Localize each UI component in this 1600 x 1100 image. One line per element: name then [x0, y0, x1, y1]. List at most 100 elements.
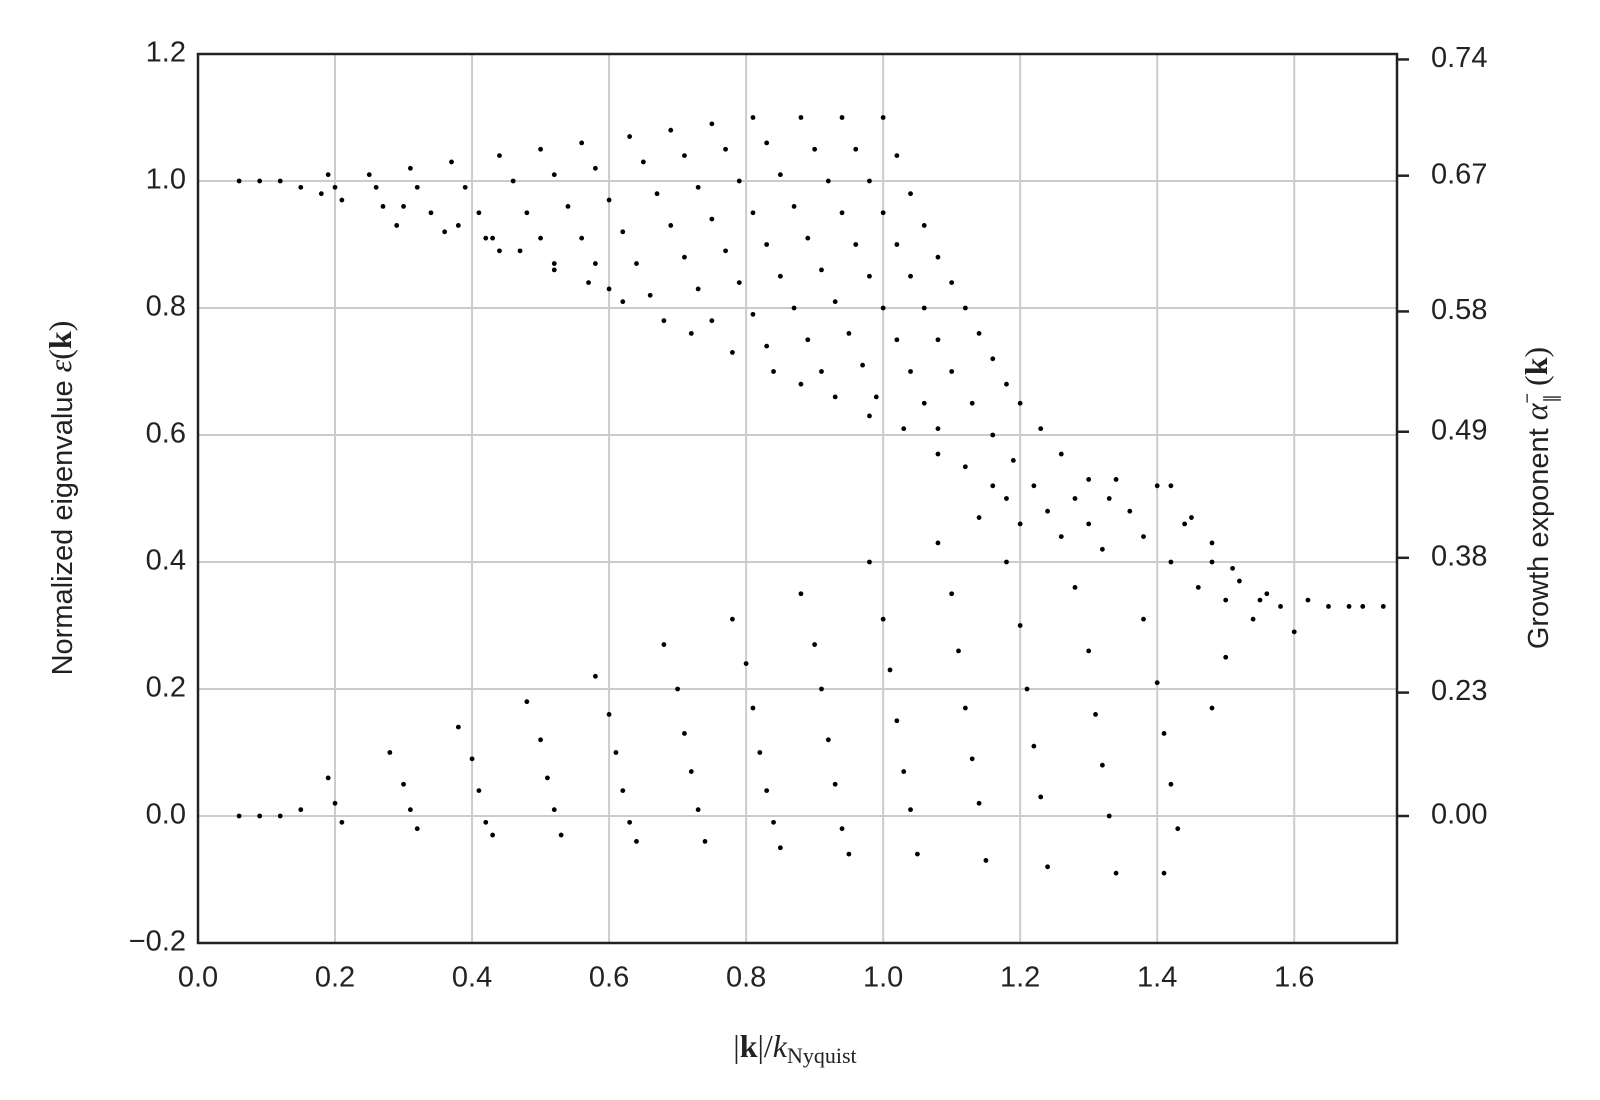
point: [661, 642, 667, 647]
point: [880, 305, 886, 311]
point: [1154, 483, 1160, 489]
y-tick-label: 0.0: [146, 799, 186, 831]
point: [702, 839, 708, 844]
y2-label-part: ∥: [1541, 394, 1561, 403]
y2-label-part: ): [1518, 347, 1554, 358]
point: [1257, 597, 1263, 603]
point: [318, 191, 324, 197]
point: [976, 331, 982, 336]
point: [736, 280, 742, 285]
point: [839, 826, 845, 832]
point: [962, 705, 968, 711]
point: [819, 686, 824, 692]
point: [688, 769, 694, 774]
x-tick-label: 0.0: [178, 962, 218, 994]
point: [497, 248, 502, 254]
point: [990, 483, 996, 489]
point: [592, 261, 598, 266]
point: [339, 819, 345, 825]
y2-tick-label: 0.58: [1431, 294, 1487, 326]
point: [853, 146, 859, 152]
point: [805, 337, 811, 343]
point: [545, 775, 550, 781]
point: [1250, 616, 1256, 622]
point: [1113, 477, 1119, 482]
point: [764, 140, 770, 146]
point: [839, 210, 845, 216]
points: [236, 115, 1386, 876]
point: [853, 242, 859, 247]
point: [839, 115, 845, 120]
point: [387, 750, 393, 755]
point: [1017, 521, 1023, 527]
point: [777, 845, 783, 851]
point: [1010, 458, 1016, 463]
point: [586, 280, 591, 285]
y-tick-label: 0.2: [146, 672, 186, 704]
point: [524, 210, 530, 216]
point: [449, 159, 454, 165]
point: [757, 750, 763, 755]
y2-axis-label: Growth exponent α− ∥ (k): [1517, 347, 1561, 649]
y2-tick-label: 0.67: [1431, 158, 1487, 190]
y2-tick-label: 0.00: [1431, 799, 1487, 831]
point: [517, 248, 523, 254]
point: [1004, 381, 1009, 387]
point: [1017, 623, 1023, 628]
point: [949, 369, 955, 374]
point: [366, 172, 372, 178]
point: [407, 165, 413, 171]
point: [730, 616, 735, 622]
x-tick-label: 0.8: [726, 962, 766, 994]
point: [565, 204, 571, 209]
point: [908, 807, 913, 813]
y2-label-part: α: [1518, 402, 1554, 420]
point: [915, 851, 920, 857]
point: [798, 381, 804, 387]
point: [1004, 496, 1009, 501]
point: [579, 235, 585, 241]
point: [606, 286, 612, 292]
point: [976, 800, 982, 806]
point: [867, 559, 872, 565]
point: [579, 140, 585, 146]
point: [1004, 559, 1009, 565]
point: [462, 184, 468, 190]
point: [791, 305, 797, 311]
point: [1058, 534, 1064, 539]
point: [1168, 781, 1174, 787]
point: [723, 248, 728, 254]
y-tick-label: 1.0: [146, 164, 186, 196]
point: [414, 184, 420, 190]
point: [1161, 870, 1167, 876]
point: [1189, 515, 1194, 520]
point: [1141, 534, 1146, 539]
y2-label-part: Growth exponent: [1523, 420, 1555, 649]
y2-label-part: k: [1518, 357, 1554, 375]
point: [709, 318, 715, 324]
y-tick-label: 0.4: [146, 545, 186, 577]
point: [510, 178, 516, 184]
point: [634, 839, 639, 844]
point: [908, 191, 913, 197]
point: [661, 318, 667, 324]
point: [1305, 597, 1311, 603]
point: [538, 146, 543, 152]
point: [976, 515, 982, 520]
point: [592, 673, 598, 679]
point: [606, 197, 612, 203]
point: [750, 115, 756, 120]
point: [1045, 508, 1050, 514]
point: [880, 616, 886, 622]
y-tick-label: 1.2: [146, 37, 186, 69]
point: [1058, 451, 1064, 457]
point: [442, 229, 448, 235]
point: [949, 280, 955, 285]
point: [901, 426, 907, 432]
point: [490, 235, 496, 241]
point: [908, 369, 913, 374]
point: [620, 299, 626, 305]
x-tick-label: 1.4: [1137, 962, 1177, 994]
point: [558, 832, 564, 838]
point: [1127, 508, 1133, 514]
